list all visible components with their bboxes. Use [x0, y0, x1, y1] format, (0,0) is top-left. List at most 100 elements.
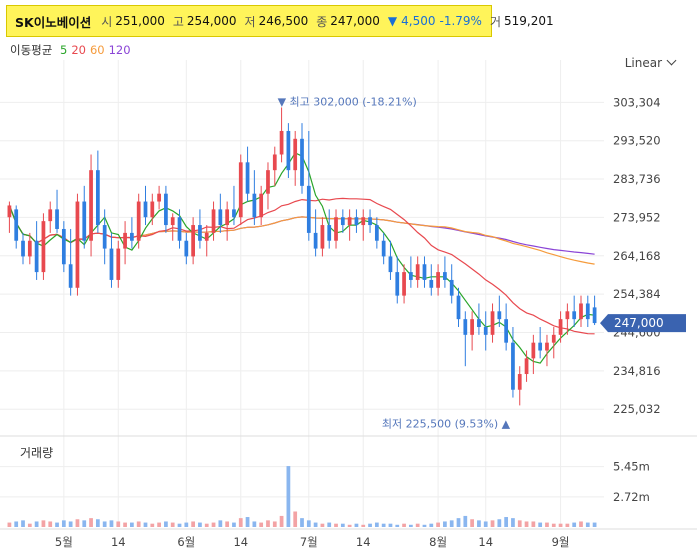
y-tick-label: 293,520 — [613, 134, 661, 148]
volume-bar — [443, 521, 447, 527]
volume-bar — [490, 520, 495, 527]
candle-body — [388, 256, 393, 273]
volume-bar — [252, 521, 257, 527]
volume-bar — [313, 522, 318, 527]
volume-bar — [75, 519, 80, 527]
ma60-label[interactable]: 60 — [89, 43, 105, 57]
candle-body — [477, 319, 481, 327]
volume-bar — [293, 511, 298, 527]
volume-bar — [272, 521, 277, 527]
candle-body — [143, 201, 148, 218]
candle-body — [225, 209, 230, 226]
candle-body — [55, 209, 59, 229]
volume-bar — [123, 522, 127, 527]
volume-bar — [286, 466, 291, 527]
candle-body — [14, 209, 19, 241]
candle-body — [150, 201, 155, 218]
candle-body — [75, 201, 80, 288]
candle-body — [211, 209, 216, 233]
y-tick-label: 283,736 — [613, 172, 661, 186]
candle-body — [354, 217, 359, 226]
volume-bar — [511, 518, 515, 527]
candle-body — [177, 217, 182, 241]
candle-body — [61, 228, 66, 265]
ma5-label[interactable]: 5 — [59, 43, 68, 57]
volume-bar — [191, 521, 195, 527]
candle-body — [34, 240, 39, 273]
candle-body — [572, 311, 577, 320]
volume-tick-label: 2.72m — [613, 490, 650, 504]
last-price-label: 247,000 — [614, 316, 664, 330]
volume-bar — [592, 522, 597, 527]
candle-body — [7, 205, 12, 218]
candle-body — [130, 232, 134, 241]
candle-body — [327, 225, 332, 241]
volume-bar — [61, 520, 66, 527]
candle-body — [245, 162, 250, 194]
volume-bar — [184, 522, 189, 527]
volume-bar — [579, 521, 583, 527]
x-tick-label: 7월 — [300, 535, 318, 549]
ma20-label[interactable]: 20 — [71, 43, 86, 57]
volume-bar — [238, 518, 243, 527]
candle-body — [436, 272, 440, 288]
volume-bar — [177, 523, 182, 527]
volume-panel-title: 거래량 — [20, 446, 54, 460]
y-tick-label: 303,304 — [613, 95, 661, 109]
candle-body — [191, 225, 195, 257]
volume-bar — [340, 523, 345, 527]
volume-bar — [279, 515, 284, 527]
volume-bar — [409, 524, 413, 527]
max-price-annotation: ▼ 최고 302,000 (-18.21%) — [278, 95, 417, 108]
volume-bar — [334, 523, 338, 527]
y-tick-label: 273,952 — [613, 210, 661, 224]
volume-bar — [7, 522, 12, 527]
volume-bar — [572, 522, 577, 527]
volume-bar — [27, 523, 32, 527]
candle-body — [551, 334, 556, 343]
volume-bar — [130, 522, 134, 527]
volume-bar — [470, 519, 474, 527]
volume-bar — [116, 521, 121, 527]
candle-body — [374, 225, 379, 241]
x-tick-label: 14 — [233, 535, 248, 549]
volume-bar — [245, 517, 250, 527]
last-price-tag — [600, 314, 686, 333]
close-value: 247,000 — [330, 14, 380, 28]
candle-body — [68, 264, 73, 288]
candle-body — [21, 240, 25, 257]
x-tick-label: 6월 — [177, 535, 195, 549]
candle-body — [340, 217, 345, 226]
candle-body — [429, 279, 434, 288]
volume-bar — [41, 520, 46, 527]
candle-body — [89, 170, 93, 241]
scale-selector[interactable]: Linear — [625, 55, 677, 70]
open-value: 251,000 — [115, 14, 165, 28]
volume-bar — [531, 521, 536, 527]
candle-body — [116, 248, 121, 280]
candle-body — [123, 232, 127, 249]
candle-body — [483, 326, 488, 335]
candle-body — [82, 201, 87, 241]
change-value: 4,500 — [401, 14, 436, 28]
candle-body — [531, 342, 536, 359]
volume-bar — [374, 522, 379, 527]
ma120-label[interactable]: 120 — [108, 43, 131, 57]
volume-bar — [68, 521, 73, 527]
high-label: 고 — [172, 14, 184, 29]
volume-bar — [347, 524, 352, 527]
volume-bar — [565, 523, 570, 527]
candle-body — [164, 193, 168, 226]
high-value: 254,000 — [186, 14, 237, 28]
y-tick-label: 225,032 — [613, 402, 661, 416]
candle-body — [41, 221, 46, 273]
volume-bar — [538, 522, 543, 527]
candle-body — [184, 240, 189, 257]
candle-body — [504, 319, 509, 343]
volume-bar — [395, 524, 400, 527]
candle-body — [497, 311, 502, 320]
volume-bar — [551, 523, 556, 527]
volume-bar — [14, 521, 19, 527]
volume-bar — [585, 522, 590, 527]
